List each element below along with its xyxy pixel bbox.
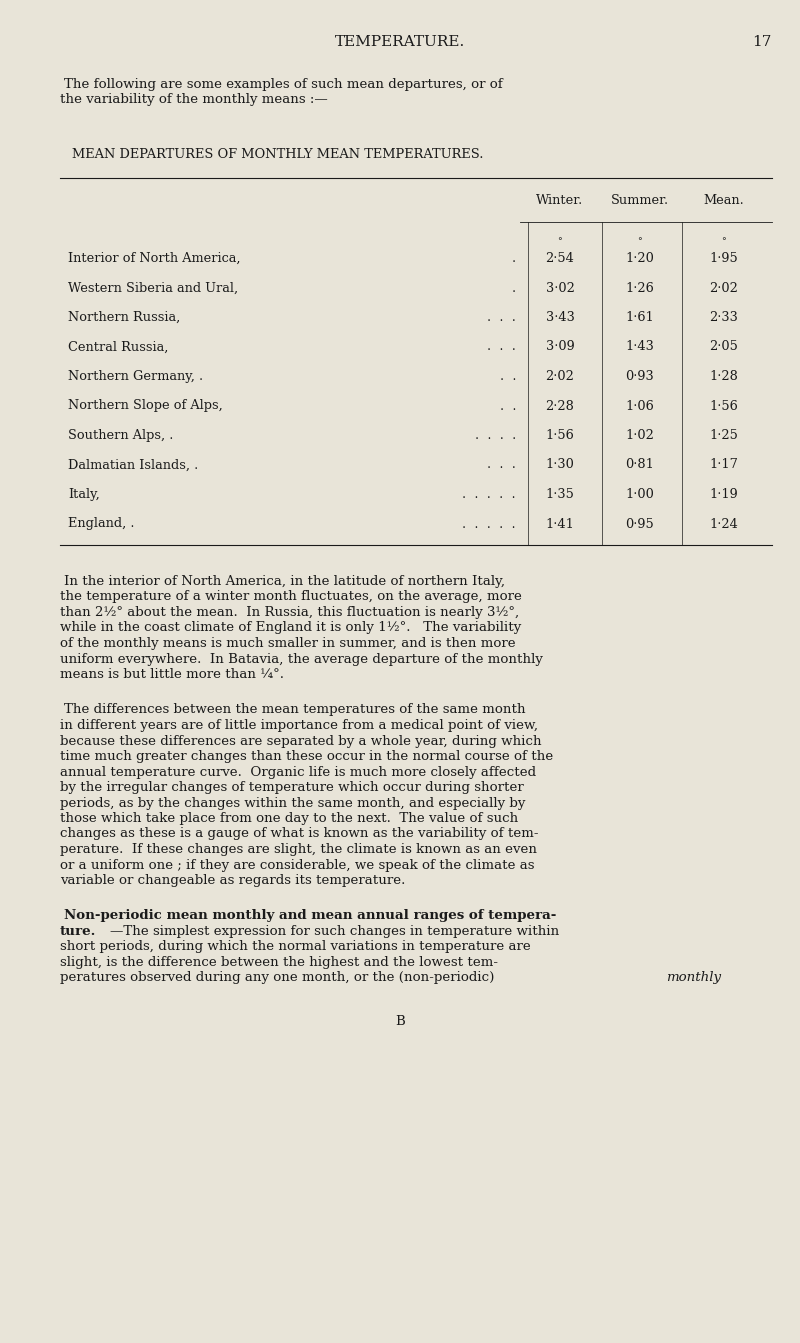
Text: 1·30: 1·30 (546, 458, 574, 471)
Text: .: . (512, 252, 516, 265)
Text: 3·02: 3·02 (546, 282, 574, 294)
Text: Mean.: Mean. (704, 193, 744, 207)
Text: B: B (395, 1015, 405, 1027)
Text: 0·93: 0·93 (626, 371, 654, 383)
Text: .  .  .  .  .: . . . . . (462, 517, 516, 530)
Text: 1·19: 1·19 (710, 488, 738, 501)
Text: slight, is the difference between the highest and the lowest tem-: slight, is the difference between the hi… (60, 956, 498, 970)
Text: 2·02: 2·02 (710, 282, 738, 294)
Text: 1·95: 1·95 (710, 252, 738, 265)
Text: 3·09: 3·09 (546, 341, 574, 353)
Text: Winter.: Winter. (536, 193, 584, 207)
Text: 1·02: 1·02 (626, 428, 654, 442)
Text: peratures observed during any one month, or the (non-periodic): peratures observed during any one month,… (60, 971, 498, 984)
Text: .  .: . . (499, 371, 516, 383)
Text: 0·81: 0·81 (626, 458, 654, 471)
Text: Interior of North America,: Interior of North America, (68, 252, 241, 265)
Text: 1·25: 1·25 (710, 428, 738, 442)
Text: 1·17: 1·17 (710, 458, 738, 471)
Text: 1·26: 1·26 (626, 282, 654, 294)
Text: means is but little more than ¼°.: means is but little more than ¼°. (60, 667, 284, 681)
Text: changes as these is a gauge of what is known as the variability of tem-: changes as these is a gauge of what is k… (60, 827, 538, 841)
Text: 2·02: 2·02 (546, 371, 574, 383)
Text: In the interior of North America, in the latitude of northern Italy,: In the interior of North America, in the… (64, 575, 505, 588)
Text: of the monthly means is much smaller in summer, and is then more: of the monthly means is much smaller in … (60, 637, 516, 650)
Text: 3·43: 3·43 (546, 312, 574, 324)
Text: 2·54: 2·54 (546, 252, 574, 265)
Text: 0·95: 0·95 (626, 517, 654, 530)
Text: Italy,: Italy, (68, 488, 100, 501)
Text: 1·35: 1·35 (546, 488, 574, 501)
Text: in different years are of little importance from a medical point of view,: in different years are of little importa… (60, 719, 538, 732)
Text: 17: 17 (753, 35, 772, 48)
Text: England, .: England, . (68, 517, 134, 530)
Text: 2·28: 2·28 (546, 399, 574, 412)
Text: uniform everywhere.  In Batavia, the average departure of the monthly: uniform everywhere. In Batavia, the aver… (60, 653, 543, 666)
Text: Northern Russia,: Northern Russia, (68, 312, 180, 324)
Text: Northern Germany, .: Northern Germany, . (68, 371, 203, 383)
Text: —The simplest expression for such changes in temperature within: —The simplest expression for such change… (110, 925, 559, 937)
Text: the variability of the monthly means :—: the variability of the monthly means :— (60, 94, 328, 106)
Text: 1·56: 1·56 (710, 399, 738, 412)
Text: periods, as by the changes within the same month, and especially by: periods, as by the changes within the sa… (60, 796, 526, 810)
Text: by the irregular changes of temperature which occur during shorter: by the irregular changes of temperature … (60, 782, 524, 794)
Text: .  .  .: . . . (487, 458, 516, 471)
Text: °: ° (558, 236, 562, 246)
Text: because these differences are separated by a whole year, during which: because these differences are separated … (60, 735, 542, 748)
Text: 1·41: 1·41 (546, 517, 574, 530)
Text: 1·24: 1·24 (710, 517, 738, 530)
Text: Northern Slope of Alps,: Northern Slope of Alps, (68, 399, 222, 412)
Text: while in the coast climate of England it is only 1½°.   The variability: while in the coast climate of England it… (60, 622, 522, 634)
Text: Non-periodic mean monthly and mean annual ranges of tempera-: Non-periodic mean monthly and mean annua… (64, 909, 556, 923)
Text: .  .  .: . . . (487, 312, 516, 324)
Text: those which take place from one day to the next.  The value of such: those which take place from one day to t… (60, 813, 518, 825)
Text: or a uniform one ; if they are considerable, we speak of the climate as: or a uniform one ; if they are considera… (60, 858, 534, 872)
Text: perature.  If these changes are slight, the climate is known as an even: perature. If these changes are slight, t… (60, 843, 537, 855)
Text: 2·05: 2·05 (710, 341, 738, 353)
Text: short periods, during which the normal variations in temperature are: short periods, during which the normal v… (60, 940, 530, 954)
Text: 1·56: 1·56 (546, 428, 574, 442)
Text: 2·33: 2·33 (710, 312, 738, 324)
Text: °: ° (722, 236, 726, 246)
Text: the temperature of a winter month fluctuates, on the average, more: the temperature of a winter month fluctu… (60, 591, 522, 603)
Text: 1·43: 1·43 (626, 341, 654, 353)
Text: .: . (512, 282, 516, 294)
Text: .  .: . . (499, 399, 516, 412)
Text: .  .  .  .: . . . . (474, 428, 516, 442)
Text: .  .  .: . . . (487, 341, 516, 353)
Text: annual temperature curve.  Organic life is much more closely affected: annual temperature curve. Organic life i… (60, 766, 536, 779)
Text: Summer.: Summer. (611, 193, 669, 207)
Text: TEMPERATURE.: TEMPERATURE. (335, 35, 465, 48)
Text: monthly: monthly (666, 971, 721, 984)
Text: 1·06: 1·06 (626, 399, 654, 412)
Text: 1·28: 1·28 (710, 371, 738, 383)
Text: Central Russia,: Central Russia, (68, 341, 168, 353)
Text: 1·61: 1·61 (626, 312, 654, 324)
Text: 1·20: 1·20 (626, 252, 654, 265)
Text: time much greater changes than these occur in the normal course of the: time much greater changes than these occ… (60, 749, 554, 763)
Text: than 2½° about the mean.  In Russia, this fluctuation is nearly 3½°,: than 2½° about the mean. In Russia, this… (60, 606, 519, 619)
Text: °: ° (638, 236, 642, 246)
Text: Western Siberia and Ural,: Western Siberia and Ural, (68, 282, 238, 294)
Text: MEAN DEPARTURES OF MONTHLY MEAN TEMPERATURES.: MEAN DEPARTURES OF MONTHLY MEAN TEMPERAT… (72, 148, 483, 161)
Text: The differences between the mean temperatures of the same month: The differences between the mean tempera… (64, 704, 526, 717)
Text: 1·00: 1·00 (626, 488, 654, 501)
Text: The following are some examples of such mean departures, or of: The following are some examples of such … (64, 78, 502, 91)
Text: variable or changeable as regards its temperature.: variable or changeable as regards its te… (60, 874, 406, 886)
Text: Dalmatian Islands, .: Dalmatian Islands, . (68, 458, 198, 471)
Text: ture.: ture. (60, 925, 96, 937)
Text: Southern Alps, .: Southern Alps, . (68, 428, 174, 442)
Text: .  .  .  .  .: . . . . . (462, 488, 516, 501)
